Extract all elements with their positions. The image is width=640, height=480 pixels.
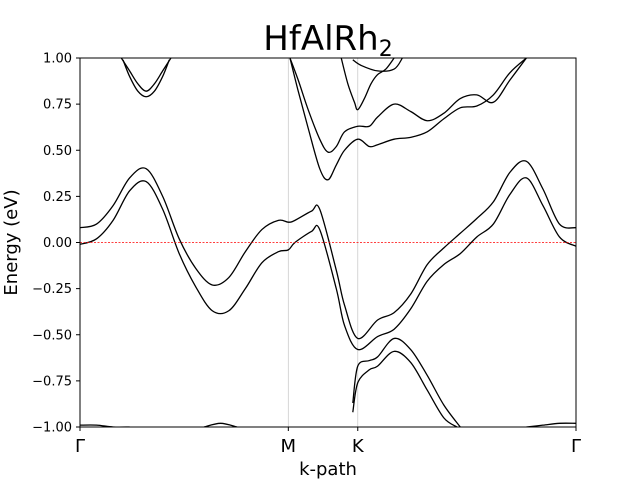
band-line-11 (203, 422, 238, 427)
y-tick-label-0: 1.00 (43, 52, 72, 67)
y-tick-label-1: 0.75 (43, 98, 72, 113)
x-tick-label-3: Γ (571, 436, 581, 457)
band-line-6 (340, 58, 395, 111)
chart-title-subscript: 2 (379, 37, 393, 62)
band-line-10 (80, 424, 130, 427)
band-line-8 (352, 337, 461, 427)
band-line-5 (289, 58, 527, 181)
y-tick-label-4: 0.00 (43, 236, 72, 251)
band-line-4 (289, 58, 527, 153)
band-line-9 (352, 350, 458, 427)
x-tick-label-2: K (352, 436, 365, 457)
y-tick-label-3: 0.25 (43, 190, 72, 205)
y-tick-label-2: 0.50 (43, 144, 72, 159)
y-tick-label-5: −0.25 (32, 282, 72, 297)
plot-area: 1.00 0.75 0.50 0.25 0.00 −0.25 −0.50 −0.75 −1.00… (32, 52, 581, 458)
bands-group (80, 58, 576, 427)
y-axis-label: Energy (eV) (1, 189, 22, 295)
x-tick-label-0: Γ (75, 436, 85, 457)
y-tick-label-8: −1.00 (32, 421, 72, 436)
chart-title-text: HfAlRh (263, 19, 378, 59)
x-axis-label: k-path (299, 459, 357, 480)
chart-title-main: HfAlRh2 (263, 19, 392, 62)
y-tick-label-6: −0.50 (32, 328, 72, 343)
band-line-7 (352, 58, 403, 72)
band-line-12 (526, 422, 576, 427)
y-tick-label-7: −0.75 (32, 374, 72, 389)
chart-title: HfAlRh2 (263, 19, 392, 62)
band-line-1 (80, 177, 576, 351)
band-line-2 (120, 58, 172, 92)
x-tick-label-1: M (281, 436, 297, 457)
band-line-0 (80, 160, 576, 340)
band-line-3 (122, 59, 170, 98)
